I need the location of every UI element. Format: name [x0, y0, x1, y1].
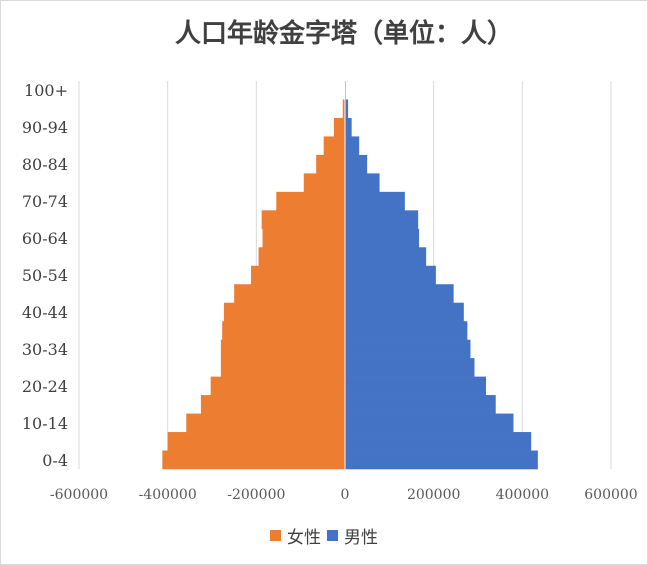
bar-female-40-44 [223, 302, 345, 322]
x-tick-label: -600000 [50, 487, 108, 503]
bar-male-55-59 [345, 247, 427, 267]
bar-male-85-89 [345, 136, 360, 156]
legend-swatch-male [327, 530, 338, 541]
y-tick-label: 0-4 [42, 451, 68, 470]
bar-female-95-99 [342, 99, 345, 119]
bar-male-40-44 [345, 302, 464, 322]
x-tick-label: -200000 [227, 487, 285, 503]
y-tick-label: 100+ [24, 81, 68, 100]
bar-male-70-74 [345, 191, 405, 211]
bar-female-0-4 [162, 450, 345, 470]
legend-item-male: 男性 [327, 523, 378, 548]
bar-female-20-24 [210, 376, 345, 396]
bar-male-80-84 [345, 154, 368, 174]
bar-female-45-49 [234, 284, 345, 304]
bar-female-5-9 [167, 432, 345, 451]
legend: 女性 男性 [1, 523, 647, 548]
y-tick-label: 80-84 [22, 155, 68, 174]
x-axis-labels: -600000 -400000 -200000 0 200000 400000 600000 [50, 487, 638, 503]
x-tick-label: 0 [341, 487, 350, 503]
bar-male-90-94 [345, 117, 352, 137]
bar-male-60-64 [345, 228, 420, 248]
bar-male-30-34 [345, 339, 471, 359]
y-tick-label: 20-24 [22, 377, 68, 396]
bar-female-60-64 [262, 228, 345, 248]
bar-male-50-54 [345, 265, 436, 285]
y-tick-label: 30-34 [22, 340, 68, 359]
bar-female-85-89 [323, 136, 345, 156]
x-tick-label: 600000 [584, 487, 637, 503]
bar-male-15-19 [345, 395, 496, 414]
bar-female-80-84 [316, 154, 345, 174]
bar-male-75-79 [345, 173, 380, 193]
x-tick-label: -400000 [139, 487, 197, 503]
y-axis-labels: 100+ 90-94 80-84 70-74 60-64 50-54 40-44 30-34 2… [22, 81, 68, 470]
bar-female-65-69 [261, 210, 345, 230]
bar-male-65-69 [345, 210, 419, 230]
legend-label-female: 女性 [287, 528, 321, 548]
bar-female-35-39 [222, 321, 345, 340]
bar-female-10-14 [186, 413, 345, 433]
bar-female-15-19 [200, 395, 345, 414]
y-tick-label: 60-64 [22, 229, 68, 248]
bar-male-25-29 [345, 358, 475, 377]
bar-female-70-74 [276, 191, 345, 211]
bar-female-90-94 [333, 117, 345, 137]
y-tick-label: 90-94 [22, 118, 68, 137]
bar-female-25-29 [220, 358, 345, 377]
y-tick-label: 70-74 [22, 192, 68, 211]
bar-male-5-9 [345, 432, 532, 451]
bar-male-95-99 [345, 99, 349, 119]
bar-female-30-34 [220, 339, 345, 359]
legend-label-male: 男性 [344, 528, 378, 548]
bar-female-55-59 [258, 247, 345, 267]
bar-male-35-39 [345, 321, 468, 340]
x-tick-label: 200000 [407, 487, 460, 503]
x-tick-label: 400000 [496, 487, 549, 503]
bar-male-20-24 [345, 376, 486, 396]
y-tick-label: 40-44 [22, 303, 68, 322]
y-tick-label: 50-54 [22, 266, 68, 285]
bar-female-50-54 [251, 265, 345, 285]
chart-title: 人口年龄金字塔（单位：人） [174, 19, 513, 49]
bar-male-10-14 [345, 413, 514, 433]
bar-male-0-4 [345, 450, 538, 470]
y-tick-label: 10-14 [22, 414, 68, 433]
bar-female-75-79 [303, 173, 345, 193]
bar-male-45-49 [345, 284, 454, 304]
legend-swatch-female [270, 530, 281, 541]
legend-item-female: 女性 [270, 523, 321, 548]
bars [162, 81, 538, 470]
